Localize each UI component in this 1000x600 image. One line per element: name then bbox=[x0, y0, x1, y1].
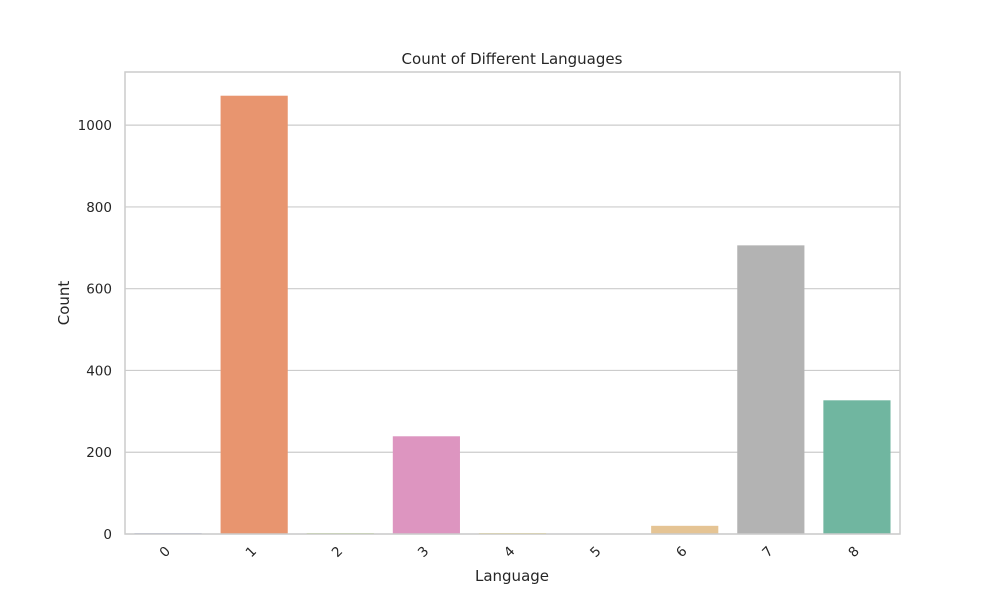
x-tick-labels: 0 1 2 3 4 5 6 7 8 bbox=[157, 543, 863, 560]
chart-title: Count of Different Languages bbox=[402, 50, 623, 68]
bar-language-7 bbox=[737, 245, 805, 534]
x-tick-label: 5 bbox=[587, 543, 604, 560]
x-axis-label: Language bbox=[475, 567, 549, 585]
x-tick-label: 6 bbox=[673, 543, 690, 560]
y-tick-label: 0 bbox=[103, 527, 112, 543]
x-tick-label: 2 bbox=[329, 543, 346, 560]
x-tick-label: 1 bbox=[243, 543, 260, 560]
x-tick-label: 8 bbox=[845, 543, 862, 560]
y-tick-labels: 0 200 400 600 800 1000 bbox=[78, 118, 112, 543]
y-tick-label: 600 bbox=[86, 282, 112, 298]
bar-language-3 bbox=[392, 436, 460, 534]
x-tick-label: 0 bbox=[157, 543, 174, 560]
plot-frame bbox=[124, 71, 901, 535]
y-tick-label: 400 bbox=[86, 363, 112, 379]
bar-layer bbox=[134, 95, 891, 535]
y-tick-label: 800 bbox=[86, 200, 112, 216]
bar-language-8 bbox=[823, 400, 891, 534]
x-tick-label: 3 bbox=[415, 543, 432, 560]
y-tick-label: 1000 bbox=[78, 118, 112, 134]
bar-language-6 bbox=[651, 525, 719, 534]
bar-language-1 bbox=[220, 95, 288, 535]
x-tick-label: 4 bbox=[501, 543, 518, 560]
x-tick-label: 7 bbox=[759, 543, 776, 560]
y-axis-label: Count bbox=[55, 281, 73, 326]
y-tick-label: 200 bbox=[86, 445, 112, 461]
